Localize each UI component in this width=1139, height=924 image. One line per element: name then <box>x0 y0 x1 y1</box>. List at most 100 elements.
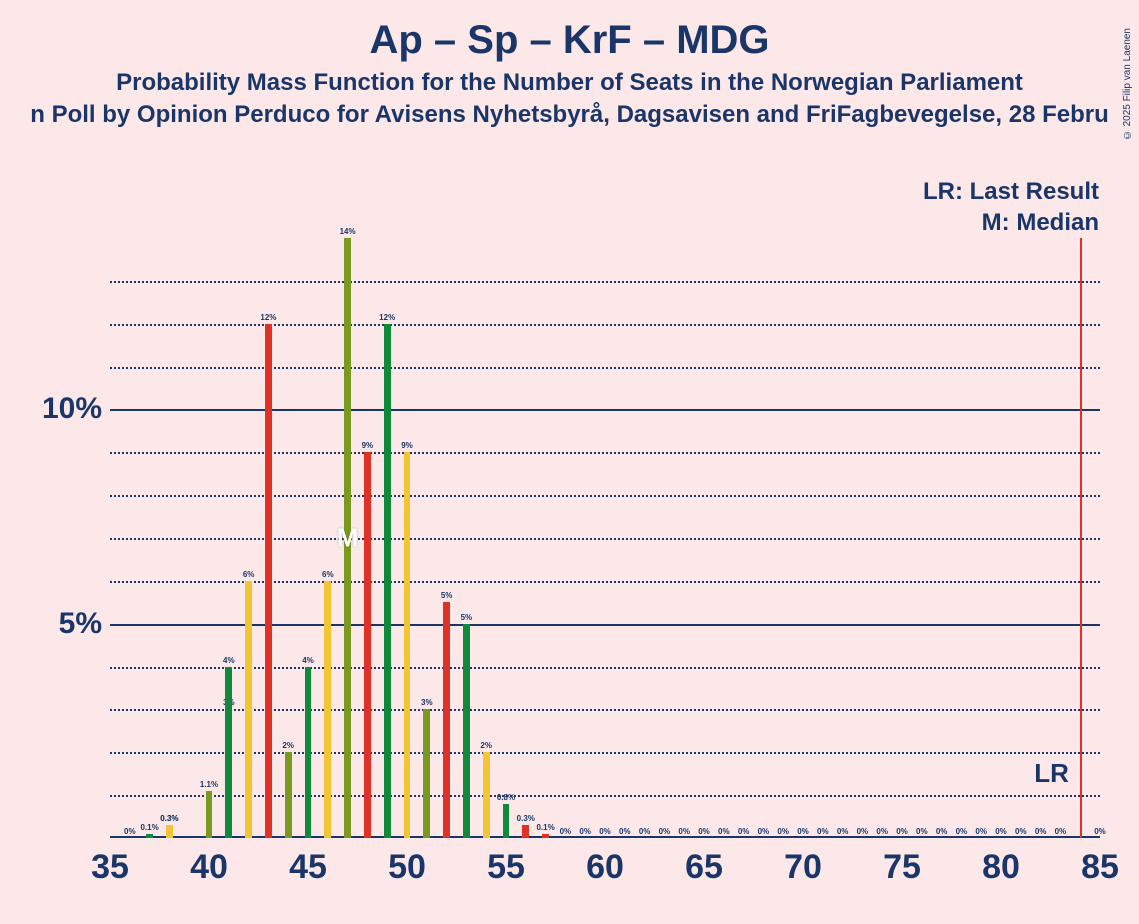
gridline-minor <box>110 495 1100 497</box>
y-tick-label: 10% <box>42 392 102 426</box>
bar-value-label: 0% <box>975 827 987 836</box>
x-tick-label: 50 <box>388 848 426 887</box>
legend-lr: LR: Last Result <box>923 176 1099 207</box>
bar-value-label: 4% <box>223 656 235 665</box>
bar-value-label: 0% <box>1015 827 1027 836</box>
copyright-text: © 2025 Filip van Laenen <box>1122 28 1133 140</box>
bar-value-label: 0% <box>876 827 888 836</box>
bar-value-label: 0% <box>857 827 869 836</box>
bar-value-label: 6% <box>322 570 334 579</box>
bar-value-label: 12% <box>260 313 276 322</box>
chart-subtitle-2: n Poll by Opinion Perduco for Avisens Ny… <box>0 101 1139 129</box>
y-tick-label: 5% <box>59 607 102 641</box>
bar <box>503 804 510 838</box>
bar-value-label: 9% <box>401 441 413 450</box>
bar <box>483 752 490 838</box>
legend-median: M: Median <box>923 207 1099 238</box>
bar-value-label: 1.1% <box>200 780 218 789</box>
x-tick-label: 55 <box>487 848 525 887</box>
bar-value-label: 0% <box>936 827 948 836</box>
x-tick-label: 60 <box>586 848 624 887</box>
bar-value-label: 0% <box>797 827 809 836</box>
bar <box>146 834 153 838</box>
bar-value-label: 5% <box>441 591 453 600</box>
bar-value-label: 0% <box>1035 827 1047 836</box>
bar <box>285 752 292 838</box>
x-tick-label: 40 <box>190 848 228 887</box>
bar-value-label: 0% <box>995 827 1007 836</box>
bar-value-label: 0% <box>698 827 710 836</box>
bar-value-label: 0% <box>738 827 750 836</box>
bar-value-label: 0% <box>639 827 651 836</box>
bar-value-label: 0% <box>916 827 928 836</box>
bar-value-label: 0% <box>777 827 789 836</box>
gridline-minor <box>110 709 1100 711</box>
legend: LR: Last Result M: Median <box>923 176 1099 238</box>
bar-value-label: 0% <box>718 827 730 836</box>
x-tick-label: 85 <box>1081 848 1119 887</box>
x-tick-label: 80 <box>982 848 1020 887</box>
bar-value-label: 6% <box>243 570 255 579</box>
bar <box>364 452 371 838</box>
chart-subtitle-1: Probability Mass Function for the Number… <box>0 69 1139 97</box>
bar <box>443 602 450 838</box>
last-result-label: LR <box>1034 758 1069 789</box>
bar-value-label: 9% <box>362 441 374 450</box>
bar-value-label: 0.1% <box>140 823 158 832</box>
bar <box>384 324 391 838</box>
gridline-minor <box>110 452 1100 454</box>
bar <box>542 834 549 838</box>
bar-value-label: 0% <box>896 827 908 836</box>
bar <box>166 825 173 838</box>
x-axis-line <box>110 836 1100 838</box>
bar-value-label: 2% <box>480 741 492 750</box>
bar-value-label: 0.3% <box>517 814 535 823</box>
bar-value-label: 0% <box>678 827 690 836</box>
bar-value-label: 2% <box>282 741 294 750</box>
bar-value-label: 14% <box>340 227 356 236</box>
bar-value-label: 0% <box>124 827 136 836</box>
bar-value-label: 0% <box>837 827 849 836</box>
gridline-minor <box>110 667 1100 669</box>
bar <box>245 581 252 838</box>
bar-value-label: 5% <box>461 613 473 622</box>
bar <box>265 324 272 838</box>
chart-plot-area: 5%10%0%0.1%0.3%0.3%1.1%3%4%6%12%2%4%6%14… <box>110 238 1100 838</box>
bar-value-label: 0.8% <box>497 793 515 802</box>
bar <box>423 709 430 838</box>
gridline-minor <box>110 795 1100 797</box>
x-tick-label: 45 <box>289 848 327 887</box>
last-result-line <box>1080 238 1082 838</box>
bar <box>206 791 213 838</box>
gridline-minor <box>110 324 1100 326</box>
bar-value-label: 0% <box>817 827 829 836</box>
bar-value-label: 0% <box>579 827 591 836</box>
chart-title: Ap – Sp – KrF – MDG <box>0 18 1139 63</box>
bar-value-label: 0% <box>758 827 770 836</box>
bar-value-label: 0% <box>599 827 611 836</box>
bar-value-label: 0% <box>1055 827 1067 836</box>
bar-value-label: 0% <box>1094 827 1106 836</box>
x-tick-label: 35 <box>91 848 129 887</box>
x-axis: 3540455055606570758085 <box>110 848 1100 898</box>
gridline-major <box>110 624 1100 626</box>
bar <box>404 452 411 838</box>
gridline-minor <box>110 281 1100 283</box>
bar-value-label: 12% <box>379 313 395 322</box>
bar <box>225 667 232 838</box>
bar-value-label: 0% <box>956 827 968 836</box>
bar-value-label: 4% <box>302 656 314 665</box>
bar-value-label: 3% <box>421 698 433 707</box>
gridline-minor <box>110 581 1100 583</box>
bar-value-label: 0% <box>659 827 671 836</box>
bar-value-label: 0% <box>619 827 631 836</box>
gridline-major <box>110 409 1100 411</box>
bar-value-label: 0% <box>560 827 572 836</box>
gridline-minor <box>110 538 1100 540</box>
bar-value-label: 0.3% <box>160 814 178 823</box>
bar <box>305 667 312 838</box>
bar <box>463 624 470 838</box>
gridline-minor <box>110 752 1100 754</box>
x-tick-label: 75 <box>883 848 921 887</box>
median-marker: M <box>337 523 359 554</box>
